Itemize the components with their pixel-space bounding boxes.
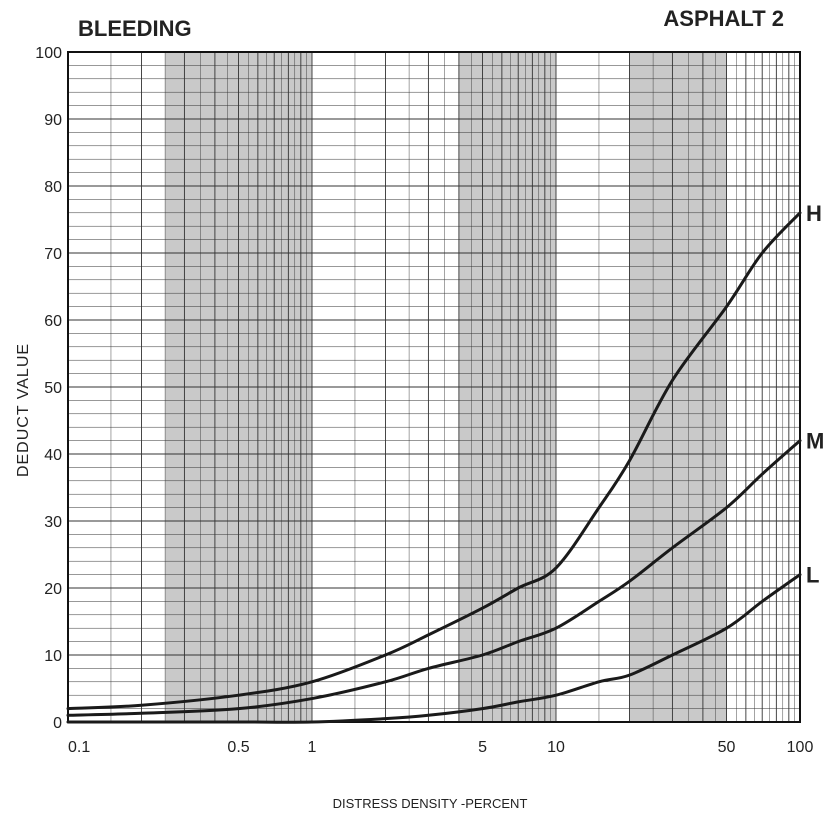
x-tick-label: 100 — [787, 739, 814, 756]
curve-label-h: H — [806, 201, 822, 226]
chart-subtitle: ASPHALT 2 — [663, 6, 784, 31]
plot-frame — [67, 51, 801, 723]
y-axis-label: DEDUCT VALUE — [15, 343, 32, 477]
curve-label-m: M — [806, 429, 824, 454]
curve-l — [66, 573, 802, 724]
y-tick-label: 70 — [44, 246, 62, 263]
y-tick-label: 20 — [44, 581, 62, 598]
curve-m — [66, 439, 802, 717]
curve-h — [66, 211, 802, 711]
y-tick-label: 0 — [53, 715, 62, 732]
x-tick-label: 10 — [547, 739, 565, 756]
y-tick-label: 50 — [44, 380, 62, 397]
y-tick-label: 10 — [44, 648, 62, 665]
x-axis-label: DISTRESS DENSITY -PERCENT — [333, 796, 528, 811]
x-tick-label: 0.5 — [227, 739, 249, 756]
y-tick-label: 100 — [35, 45, 62, 62]
y-tick-label: 40 — [44, 447, 62, 464]
plot-border — [67, 51, 801, 723]
x-tick-labels: 0.1 0.5 1 5 10 50 100 — [68, 739, 813, 756]
x-tick-label: 50 — [718, 739, 736, 756]
x-tick-label: 0.1 — [68, 739, 90, 756]
y-tick-label: 60 — [44, 313, 62, 330]
y-tick-label: 80 — [44, 179, 62, 196]
y-tick-labels: 0 10 20 30 40 50 60 70 80 90 100 — [35, 45, 62, 732]
y-tick-label: 30 — [44, 514, 62, 531]
chart-title: BLEEDING — [78, 16, 192, 41]
y-tick-label: 90 — [44, 112, 62, 129]
x-tick-label: 5 — [478, 739, 487, 756]
curve-label-l: L — [806, 563, 819, 588]
curves: H M L — [66, 201, 824, 724]
x-tick-label: 1 — [308, 739, 317, 756]
